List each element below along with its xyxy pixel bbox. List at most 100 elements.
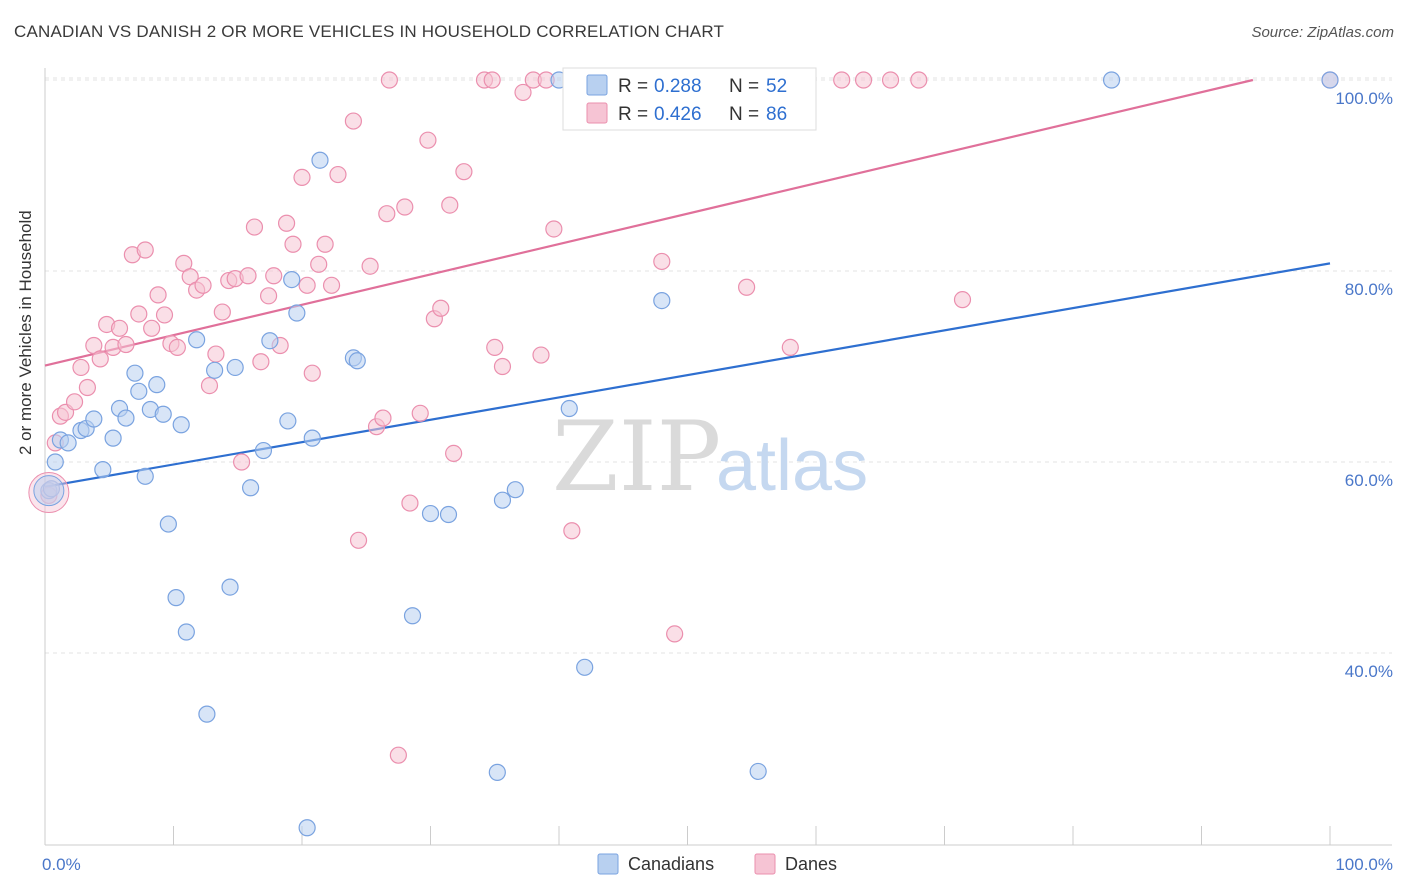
chart-title: CANADIAN VS DANISH 2 OR MORE VEHICLES IN…: [14, 22, 725, 41]
dane-point: [781, 338, 799, 356]
dane-point: [493, 357, 512, 376]
gridlines: [45, 77, 1392, 654]
dane-point: [252, 353, 270, 371]
canadian-point: [506, 481, 524, 499]
x-tick-label: 0.0%: [42, 855, 81, 874]
canadian-point: [283, 270, 301, 289]
dane-point: [441, 196, 459, 214]
dane-point: [545, 220, 563, 238]
dane-point: [445, 444, 463, 463]
dane-point: [374, 409, 392, 427]
dane-point: [233, 453, 251, 471]
legend-r-label-canadians: R =: [618, 76, 648, 97]
legend-r-label-danes: R =: [618, 104, 648, 125]
canadian-point: [403, 607, 422, 625]
canadian-point: [126, 364, 144, 382]
dane-point: [432, 299, 450, 317]
dane-point: [117, 335, 135, 354]
dane-point: [380, 71, 398, 89]
dane-point: [514, 83, 532, 102]
canadian-point: [130, 382, 148, 400]
dane-point: [207, 345, 225, 363]
dane-point: [259, 287, 278, 305]
series-legend: Canadians Danes: [597, 853, 837, 875]
watermark-zip: ZIP: [552, 401, 721, 513]
dane-point: [213, 303, 231, 321]
dane-point: [293, 168, 311, 187]
dane-point: [322, 276, 341, 294]
canadian-point: [254, 441, 273, 460]
y-tick-label: 40.0%: [1345, 662, 1393, 681]
canadian-point: [206, 361, 224, 379]
canadian-point: [311, 151, 329, 169]
canadian-point: [104, 429, 122, 447]
dane-point: [265, 267, 283, 285]
legend-n-value-danes: 86: [766, 104, 787, 125]
dane-point: [200, 377, 219, 395]
dane-point: [401, 494, 419, 512]
canadian-point: [221, 578, 239, 596]
y-tick-label: 100.0%: [1335, 89, 1393, 108]
canadian-point: [167, 589, 185, 607]
dane-point: [854, 71, 873, 89]
dane-point: [277, 214, 296, 232]
data-points: [28, 71, 1339, 837]
watermark-atlas: atlas: [716, 426, 868, 506]
canadian-point: [653, 292, 671, 310]
canadian-point: [303, 429, 321, 447]
canadian-point: [488, 763, 506, 781]
canadian-point: [94, 461, 112, 479]
x-tick-label: 100.0%: [1335, 855, 1393, 874]
dane-point: [310, 255, 328, 273]
dane-point: [149, 286, 167, 304]
dane-point: [298, 276, 316, 294]
canadian-point: [348, 352, 366, 370]
dane-point: [486, 338, 504, 356]
legend-r-value-canadians: 0.288: [654, 76, 702, 97]
source-label: Source: ZipAtlas.com: [1251, 24, 1394, 41]
dane-point: [316, 235, 334, 253]
canadian-point: [439, 505, 458, 524]
dane-point: [284, 235, 302, 253]
dane-point: [303, 364, 321, 382]
dane-point: [653, 252, 671, 271]
canadian-point: [242, 479, 260, 497]
canadian-point-cluster: [33, 475, 65, 507]
dane-point: [344, 112, 362, 130]
dane-point: [666, 625, 684, 643]
legend-r-value-danes: 0.426: [654, 104, 702, 125]
dane-point: [419, 131, 437, 149]
bottom-legend-swatch-canadians: [597, 853, 619, 875]
canadian-point: [493, 491, 512, 509]
legend-n-label-canadians: N =: [729, 76, 759, 97]
y-tick-label: 60.0%: [1345, 471, 1393, 490]
dane-point: [155, 306, 174, 324]
dane-point: [239, 267, 257, 285]
canadian-point: [148, 376, 166, 394]
canadian-point: [560, 399, 578, 418]
canadian-point: [136, 467, 154, 485]
stats-legend: R = 0.288 N = 52 R = 0.426 N = 86: [562, 67, 817, 131]
legend-swatch-danes: [586, 102, 608, 124]
dane-point: [65, 393, 84, 411]
dane-point: [194, 276, 212, 294]
legend-n-label-danes: N =: [729, 104, 759, 125]
dane-point: [563, 522, 581, 540]
canadian-point: [1321, 71, 1339, 89]
dane-point: [78, 378, 97, 397]
watermark: ZIP atlas: [552, 401, 868, 513]
canadian-point: [85, 410, 103, 428]
dane-point: [953, 291, 972, 309]
dane-point: [91, 350, 109, 368]
bottom-legend-swatch-danes: [754, 853, 776, 875]
dane-point: [143, 319, 161, 337]
dane-point: [245, 218, 264, 236]
canadian-point: [177, 623, 195, 641]
dane-point: [532, 346, 550, 364]
bottom-legend-label-canadians: Canadians: [628, 854, 714, 874]
canadian-point: [59, 434, 77, 452]
legend-swatch-canadians: [586, 74, 608, 96]
canadian-point: [749, 762, 767, 781]
canadian-point: [198, 705, 216, 723]
